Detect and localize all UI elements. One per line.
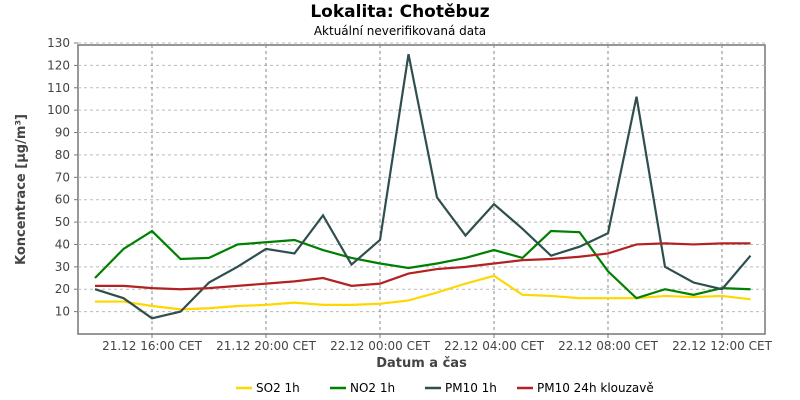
y-tick-label: 10 xyxy=(55,305,70,319)
y-tick-label: 30 xyxy=(55,260,70,274)
x-tick-label: 22.12 04:00 CET xyxy=(444,339,545,353)
y-tick-label: 130 xyxy=(47,36,70,50)
y-axis-label: Koncentrace [µg/m³] xyxy=(14,114,29,265)
y-tick-label: 40 xyxy=(55,237,70,251)
legend-label: PM10 24h klouzavě xyxy=(537,381,654,395)
x-tick-label: 22.12 08:00 CET xyxy=(558,339,659,353)
series-line-no2-1h xyxy=(94,229,751,300)
y-tick-label: 100 xyxy=(47,103,70,117)
x-tick-label: 22.12 00:00 CET xyxy=(330,339,431,353)
x-tick-label: 21.12 20:00 CET xyxy=(216,339,317,353)
x-axis-label: Datum a čas xyxy=(376,356,467,371)
legend-label: SO2 1h xyxy=(256,381,300,395)
chart-subtitle: Aktuální neverifikovaná data xyxy=(313,24,487,38)
legend-label: NO2 1h xyxy=(350,381,395,395)
y-tick-label: 70 xyxy=(55,170,70,184)
y-tick-label: 80 xyxy=(55,148,70,162)
chart-title: Lokalita: Chotěbuz xyxy=(310,2,490,22)
legend-label: PM10 1h xyxy=(445,381,497,395)
y-tick-label: 90 xyxy=(55,126,70,140)
y-tick-label: 60 xyxy=(55,193,70,207)
x-tick-label: 22.12 12:00 CET xyxy=(672,339,773,353)
series-line-pm10-24h-klouzav- xyxy=(95,242,751,291)
y-tick-label: 120 xyxy=(47,58,70,72)
plot-area xyxy=(77,44,766,335)
y-tick-label: 20 xyxy=(55,282,70,296)
y-tick-label: 50 xyxy=(55,215,70,229)
x-tick-label: 21.12 16:00 CET xyxy=(102,339,203,353)
y-tick-label: 110 xyxy=(47,81,70,95)
